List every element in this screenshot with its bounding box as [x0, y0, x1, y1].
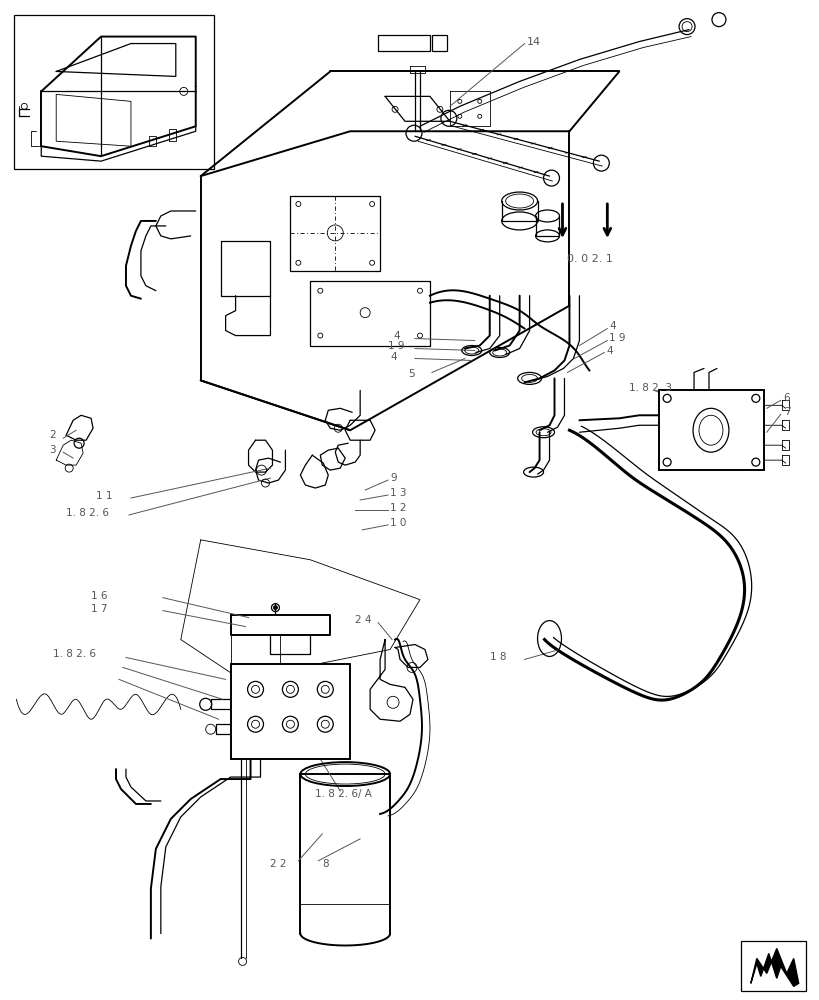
Polygon shape [750, 948, 798, 986]
Text: 4: 4 [605, 346, 613, 356]
Text: PAG. 2: PAG. 2 [389, 38, 418, 47]
Text: 2: 2 [49, 430, 56, 440]
Text: 1 6: 1 6 [91, 591, 107, 601]
Text: 1 9: 1 9 [609, 333, 625, 343]
Text: 1 1: 1 1 [96, 491, 112, 501]
Text: 2 2: 2 2 [270, 859, 287, 869]
Text: 7: 7 [783, 407, 790, 417]
Text: 1. 8 2. 3: 1. 8 2. 3 [628, 383, 672, 393]
Bar [658, 390, 762, 470]
Text: 5: 5 [408, 369, 414, 379]
Text: 1 8: 1 8 [489, 652, 505, 662]
Text: 1. 8 2. 6: 1. 8 2. 6 [53, 649, 96, 659]
Text: 1 2: 1 2 [390, 503, 406, 513]
Text: 1 7: 1 7 [91, 604, 107, 614]
Bar [432, 35, 446, 51]
Text: 1 3: 1 3 [390, 488, 406, 498]
Text: 6: 6 [783, 393, 790, 403]
Text: 8: 8 [322, 859, 328, 869]
Text: 4: 4 [390, 352, 396, 362]
Text: 9: 9 [390, 473, 396, 483]
Text: 4: 4 [392, 331, 399, 341]
Text: 1. 8 2. 6: 1. 8 2. 6 [66, 508, 109, 518]
Text: 14: 14 [526, 37, 540, 47]
Text: 2 4: 2 4 [355, 615, 371, 625]
Bar [740, 941, 805, 991]
Text: 1 9: 1 9 [387, 341, 404, 351]
Text: 1 0: 1 0 [390, 518, 406, 528]
Text: 1: 1 [436, 38, 441, 47]
Text: 0. 0 2. 1: 0. 0 2. 1 [567, 254, 613, 264]
Bar [378, 35, 429, 51]
Text: 4: 4 [609, 321, 615, 331]
Bar [14, 15, 214, 169]
Bar [230, 664, 350, 759]
Text: 1. 8 2. 6/ A: 1. 8 2. 6/ A [315, 789, 372, 799]
Text: 3: 3 [49, 445, 56, 455]
Circle shape [273, 606, 277, 610]
